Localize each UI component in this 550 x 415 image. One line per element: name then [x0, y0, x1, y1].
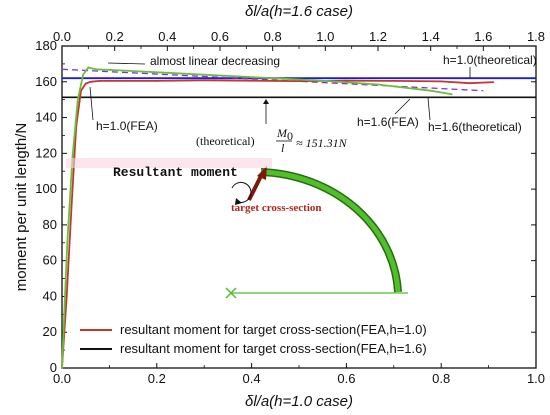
formula-value: ≈ 151.31N	[296, 136, 348, 150]
annotation-theoretical-arrowhead	[263, 99, 269, 104]
data-point	[392, 79, 395, 82]
legend: resultant moment for target cross-sectio…	[80, 322, 427, 356]
x-tick-label-bottom: 0.6	[337, 371, 355, 386]
formula-numerator: M	[276, 126, 288, 140]
annotation-h16-theoretical-pointer	[427, 97, 431, 121]
formula-numerator-sub: 0	[287, 129, 293, 143]
data-point	[377, 83, 379, 86]
x-tick-label-bottom: 0.8	[432, 371, 450, 386]
tick-labels: 0.0 0.2 0.4 0.6 0.8 1.0 0.0 0.2 0.4 0.6 0.8 1.0 1.2 1…	[35, 29, 545, 386]
annotation-h16-fea: h=1.6(FEA)	[357, 115, 419, 129]
x-tick-label-top: 1.0	[316, 29, 334, 44]
y-tick-label: 0	[50, 360, 57, 375]
x-tick-label-top: 0.8	[264, 29, 282, 44]
annotation-h10-fea-pointer	[89, 86, 94, 121]
legend-label-black: resultant moment for target cross-sectio…	[120, 341, 427, 356]
data-point	[492, 81, 495, 84]
data-point	[84, 82, 87, 85]
data-point	[70, 206, 73, 208]
annotation-h10-fea: h=1.0(FEA)	[96, 119, 158, 133]
center-cross-icon	[225, 287, 237, 299]
data-point	[71, 156, 74, 158]
data-point	[63, 304, 66, 307]
x-tick-label-top: 1.8	[527, 29, 545, 44]
x-tick-label-top: 1.4	[422, 29, 440, 44]
data-point	[219, 74, 221, 77]
x-tick-label-top: 0.0	[53, 29, 71, 44]
formula-prefix: (theoretical)	[196, 134, 255, 148]
cross-section-arc	[260, 169, 401, 293]
y-tick-label: 180	[35, 38, 57, 53]
y-tick-label: 40	[43, 288, 57, 303]
y-tick-label: 80	[43, 217, 57, 232]
target-section-arrow	[247, 173, 264, 201]
annotation-h16-fea-pointer	[394, 98, 411, 115]
data-point	[468, 82, 471, 85]
y-tick-label: 160	[35, 74, 57, 89]
data-point	[113, 69, 116, 72]
data-point	[429, 89, 432, 92]
data-point	[82, 73, 84, 76]
y-tick-label: 100	[35, 181, 57, 196]
x-tick-label-top: 0.6	[211, 29, 229, 44]
data-point	[66, 241, 69, 244]
series-line-h10-fea	[61, 79, 494, 369]
annotation-resultant-moment: Resultant moment	[113, 165, 238, 180]
moment-band	[66, 158, 272, 168]
annotation-h16-theoretical: h=1.6(theoretical)	[428, 120, 522, 134]
data-point	[203, 79, 206, 82]
data-point	[87, 66, 90, 69]
data-point	[345, 79, 348, 82]
x-tick-label-bottom: 0.4	[243, 371, 261, 386]
x-tick-label-bottom: 1.0	[527, 371, 545, 386]
formula-denominator: l	[281, 141, 285, 155]
data-point	[99, 79, 101, 82]
data-point	[250, 79, 253, 82]
cross-section-inset	[66, 158, 408, 299]
data-point	[166, 71, 169, 74]
data-point	[95, 68, 98, 71]
y-axis-title: moment per unit length/N	[13, 123, 30, 291]
x-tick-label-bottom: 0.2	[148, 371, 166, 386]
data-point	[61, 367, 63, 369]
annotation-h10-theoretical: h=1.0(theoretical)	[443, 53, 537, 67]
moment-arc-arrowhead	[235, 198, 242, 205]
data-point	[89, 80, 92, 83]
x-tick-label-bottom: 0.0	[53, 371, 71, 386]
data-point	[76, 98, 79, 101]
data-point	[155, 79, 158, 82]
annotation-linear-arrow	[107, 62, 146, 65]
series-line-h16-fea	[61, 66, 452, 369]
data-point	[271, 77, 274, 80]
data-point	[298, 80, 300, 82]
annotation-target-cross-section: target cross-section	[231, 202, 322, 214]
data-point	[108, 79, 111, 82]
data-point	[324, 79, 327, 82]
y-tick-label: 20	[43, 324, 57, 339]
x-axis-title-bottom: δl/a(h=1.0 case)	[245, 393, 353, 410]
data-point	[450, 93, 453, 96]
x-axis-title-top: δl/a(h=1.6 case)	[245, 3, 353, 20]
moment-arc-icon	[231, 181, 252, 203]
target-section-arrowhead	[257, 166, 267, 180]
x-tick-label-top: 0.2	[106, 29, 124, 44]
x-tick-label-top: 1.2	[369, 29, 387, 44]
annotation-linear-decreasing: almost linear decreasing	[150, 54, 280, 68]
x-tick-label-top: 1.6	[474, 29, 492, 44]
y-tick-label: 140	[35, 110, 57, 125]
series-lines	[61, 66, 495, 369]
y-tick-label: 120	[35, 145, 57, 160]
x-tick-label-top: 0.4	[158, 29, 176, 44]
legend-label-red: resultant moment for target cross-sectio…	[120, 322, 427, 337]
y-tick-label: 60	[43, 253, 57, 268]
data-point	[440, 80, 443, 83]
data-point	[65, 295, 68, 298]
